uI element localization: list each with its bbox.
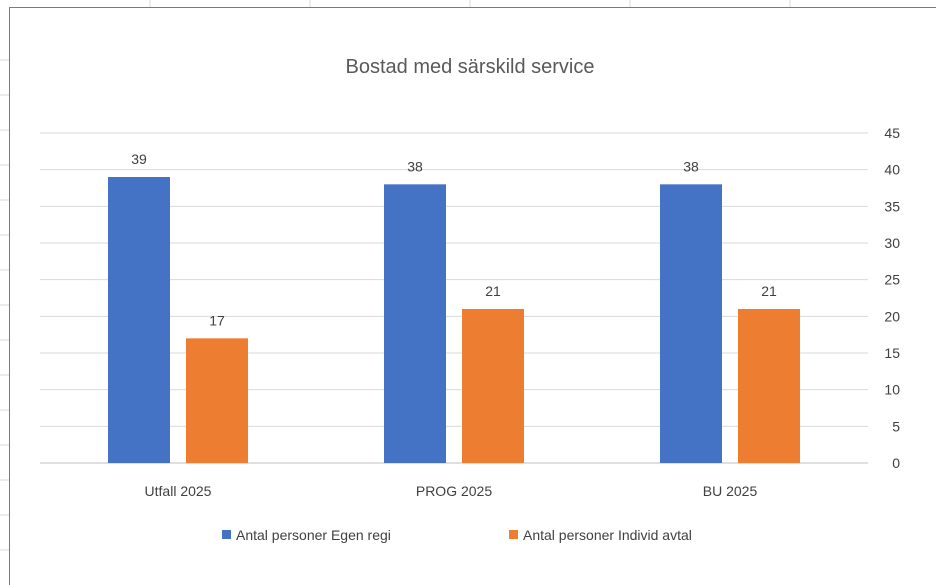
gridlines [40,132,868,464]
data-label: 38 [683,158,699,174]
y-tick-label: 30 [884,235,900,251]
x-tick-label: Utfall 2025 [145,483,212,499]
legend-swatch [509,530,518,539]
bar[interactable] [384,184,446,464]
y-tick-label: 0 [892,455,900,471]
y-tick-label: 45 [884,125,900,141]
legend: Antal personer Egen regi Antal personer I… [222,527,692,543]
y-tick-label: 15 [884,345,900,361]
y-tick-label: 5 [892,418,900,434]
bar[interactable] [186,338,248,463]
y-tick-label: 25 [884,272,900,288]
y-axis-ticks: 0 5 10 15 20 25 30 35 40 45 [884,125,900,471]
legend-swatch [222,530,231,539]
y-tick-label: 20 [884,308,900,324]
x-tick-label: PROG 2025 [416,483,492,499]
data-label: 38 [407,158,423,174]
legend-label[interactable]: Antal personer Individ avtal [523,527,692,543]
data-label: 21 [761,283,777,299]
bar[interactable] [738,309,800,463]
legend-label[interactable]: Antal personer Egen regi [236,527,391,543]
x-axis-ticks: Utfall 2025 PROG 2025 BU 2025 [145,483,758,499]
data-label: 17 [209,312,225,328]
data-labels: 39 17 38 21 38 21 [131,151,777,328]
x-tick-label: BU 2025 [703,483,758,499]
bars [108,177,800,464]
bar[interactable] [108,177,170,463]
y-tick-label: 35 [884,198,900,214]
y-tick-label: 40 [884,162,900,178]
data-label: 21 [485,283,501,299]
chart-title: Bostad med särskild service [346,56,595,78]
y-tick-label: 10 [884,382,900,398]
bar[interactable] [462,309,524,463]
bar[interactable] [660,184,722,464]
data-label: 39 [131,151,147,167]
